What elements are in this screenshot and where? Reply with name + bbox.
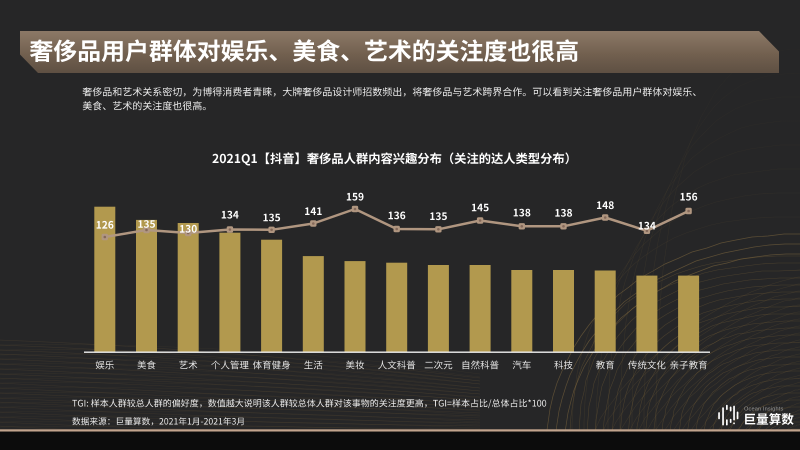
svg-text:Ocean Insights: Ocean Insights	[744, 407, 783, 413]
